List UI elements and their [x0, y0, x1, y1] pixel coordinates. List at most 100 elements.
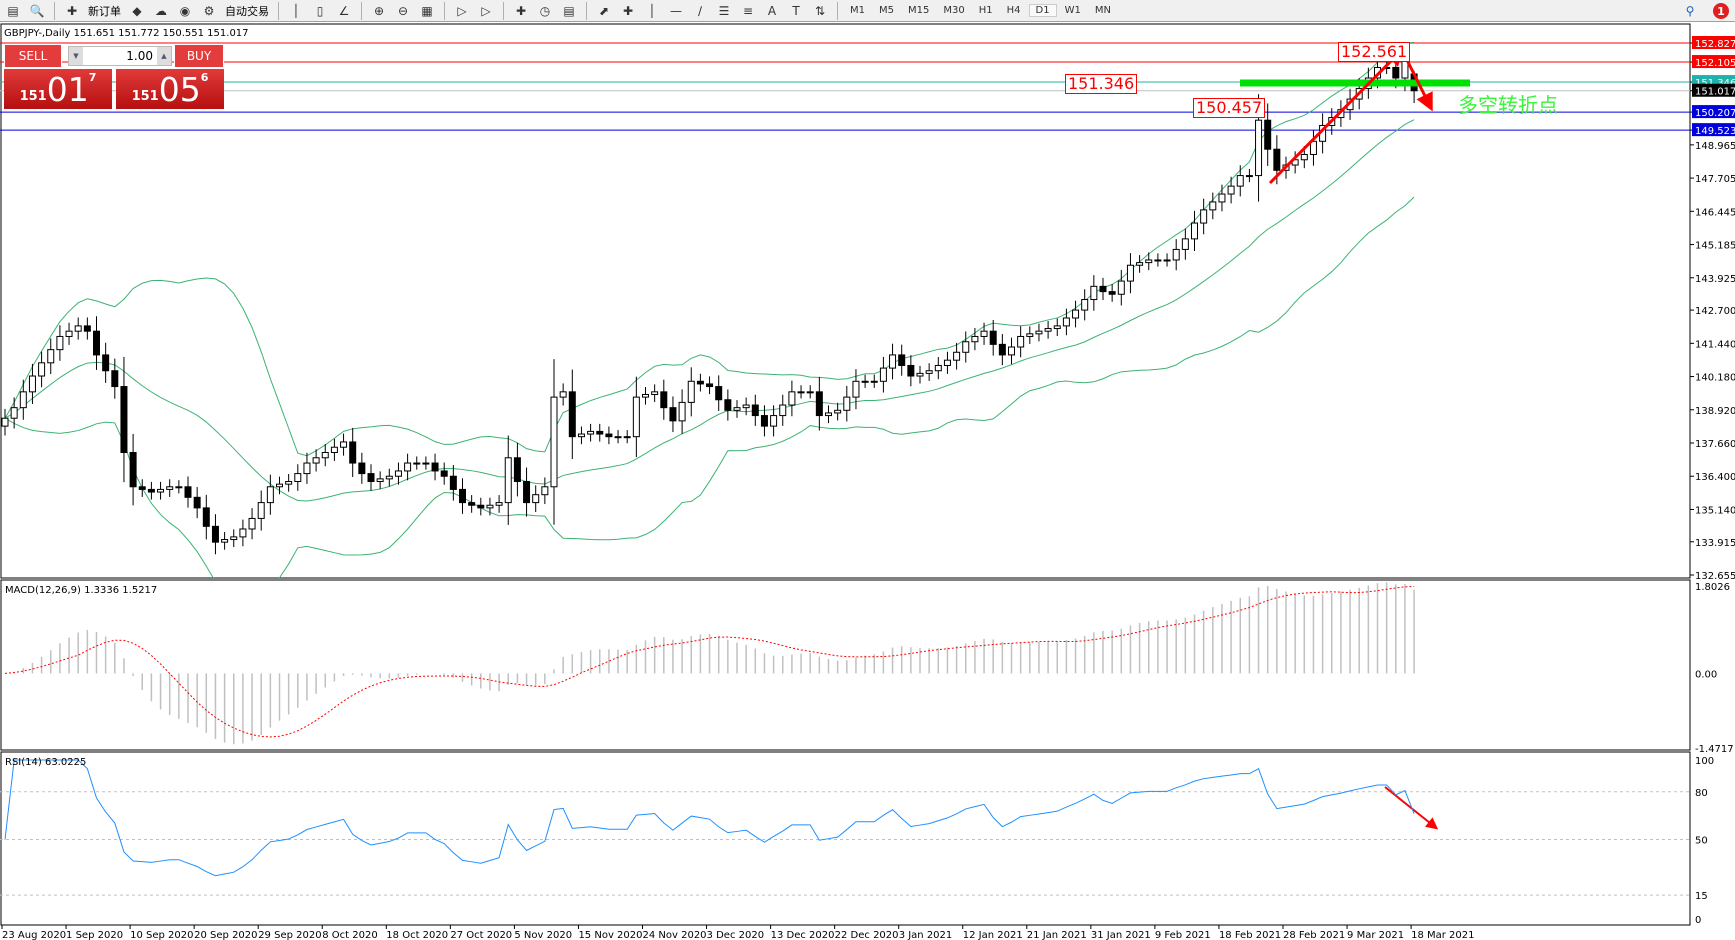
zoom-in-icon[interactable]: ⊕ [373, 3, 385, 18]
candle [1117, 280, 1125, 295]
horizontal-line-icon[interactable]: — [670, 3, 682, 18]
candle [1081, 299, 1089, 311]
market-watch-icon[interactable]: ◆ [132, 3, 142, 18]
chart-shift-icon[interactable]: ▷ [481, 3, 491, 18]
one-click-trading-panel: SELL ▼ 1.00 ▲ BUY 151 01 7 151 05 6 [4, 44, 224, 109]
timeframe-h4[interactable]: H4 [1006, 5, 1021, 16]
auto-trading-icon[interactable]: ⚙ [203, 3, 215, 18]
date-axis-label: 13 Dec 2020 [771, 930, 835, 940]
candle-chart-icon[interactable]: ▯ [316, 3, 324, 18]
text-icon[interactable]: A [767, 3, 777, 18]
candle [495, 502, 503, 506]
pivot-note: 多空转折点 [1458, 93, 1558, 117]
window-icon[interactable]: ▤ [7, 3, 19, 18]
lot-size-input[interactable]: 1.00 [126, 49, 153, 63]
lot-decrease-icon[interactable]: ▼ [69, 47, 83, 65]
fibonacci-icon[interactable]: ≡ [742, 3, 754, 18]
candle [623, 436, 631, 439]
indicators-icon[interactable]: ✚ [515, 3, 527, 18]
candle [1035, 330, 1043, 335]
zoom-window-icon[interactable]: 🔍 [29, 3, 45, 18]
divider [54, 1, 55, 20]
toolbar: ▤ 🔍 ✚ 新订单 ◆ ☁ ◉ ⚙ 自动交易 │ ▯ ∠ ⊕ ⊖ ▦ ▷ ▷ ✚ ◷ ▤ ⬈ ✚ │ — ∕ ☰ ≡ A T ⇅ M1 M5 M… [0, 0, 1735, 22]
date-axis-label: 18 Oct 2020 [386, 930, 448, 940]
date-axis-label: 20 Sep 2020 [194, 930, 257, 940]
vertical-line-icon[interactable]: │ [648, 3, 656, 18]
price-tag [1692, 55, 1735, 69]
date-axis-label: 5 Nov 2020 [514, 930, 572, 940]
bar-chart-icon[interactable]: │ [292, 3, 300, 18]
bollinger-lower [4, 196, 1415, 578]
lot-size-stepper[interactable]: ▼ 1.00 ▲ [68, 46, 172, 66]
navigator-icon[interactable]: ☁ [155, 3, 167, 18]
candle [1008, 346, 1015, 356]
price-axis-label: 138.920 [1695, 406, 1735, 417]
price-chart[interactable]: 152.827152.105151.346151.017150.207149.5… [0, 22, 1735, 940]
macd-axis-label: 0.00 [1695, 669, 1717, 680]
candle [129, 451, 137, 488]
timeframe-m5[interactable]: M5 [879, 5, 894, 16]
auto-trading-button[interactable]: 自动交易 [225, 4, 269, 18]
timeframe-h1[interactable]: H1 [978, 5, 993, 16]
candle [587, 430, 595, 435]
candle [230, 536, 238, 541]
autoscroll-icon[interactable]: ▷ [457, 3, 467, 18]
candle [1108, 291, 1116, 295]
price-label-low[interactable]: 150.457 [1193, 98, 1266, 118]
candle [825, 412, 832, 417]
candle [120, 386, 128, 453]
lot-increase-icon[interactable]: ▲ [157, 47, 171, 65]
candle [38, 362, 46, 377]
candle [157, 488, 165, 493]
candle [56, 335, 64, 351]
fibonacci-fan-icon[interactable]: ☰ [718, 3, 730, 18]
candle [1099, 285, 1107, 293]
arrows-icon[interactable]: ⇅ [814, 3, 826, 18]
candle [632, 396, 640, 438]
price-axis-label: 136.400 [1695, 472, 1735, 483]
templates-icon[interactable]: ▤ [563, 3, 575, 18]
signals-icon[interactable]: ◉ [179, 3, 191, 18]
candle [660, 391, 668, 409]
sell-price-pip: 7 [88, 71, 97, 84]
candle [651, 391, 659, 395]
date-axis-label: 18 Feb 2021 [1219, 930, 1281, 940]
price-axis-label: 137.660 [1695, 439, 1735, 450]
candle [678, 401, 686, 422]
timeframe-m1[interactable]: M1 [850, 5, 865, 16]
search-icon[interactable]: ⚲ [1685, 4, 1695, 18]
date-axis-label: 31 Jan 2021 [1091, 930, 1151, 940]
sell-price-prefix: 151 [19, 89, 47, 104]
new-order-icon[interactable]: ✚ [66, 3, 78, 18]
price-axis-label: 140.180 [1695, 373, 1735, 384]
crosshair-icon[interactable]: ✚ [622, 3, 634, 18]
timeframe-mn[interactable]: MN [1094, 5, 1111, 16]
candle [102, 354, 110, 372]
price-label-high[interactable]: 152.561 [1338, 42, 1411, 62]
candle [440, 470, 448, 477]
timeframe-m30[interactable]: M30 [943, 5, 965, 16]
buy-price[interactable]: 151 05 6 [116, 69, 224, 109]
timeframe-w1[interactable]: W1 [1064, 5, 1081, 16]
trendline-icon[interactable]: ∕ [697, 3, 703, 18]
candle [147, 488, 155, 493]
periods-icon[interactable]: ◷ [539, 3, 551, 18]
price-label-mid[interactable]: 151.346 [1065, 74, 1138, 94]
candle [184, 486, 192, 498]
buy-button[interactable]: BUY [174, 44, 224, 68]
new-order-button[interactable]: 新订单 [88, 4, 121, 18]
timeframe-d1[interactable]: D1 [1028, 4, 1057, 17]
candle [477, 504, 485, 509]
notification-badge[interactable]: 1 [1713, 3, 1729, 19]
sell-button[interactable]: SELL [4, 44, 62, 68]
candle [1072, 309, 1080, 319]
date-axis-label: 15 Nov 2020 [578, 930, 642, 940]
candle [815, 391, 823, 417]
cursor-icon[interactable]: ⬈ [598, 3, 610, 18]
timeframe-m15[interactable]: M15 [908, 5, 930, 16]
zoom-out-icon[interactable]: ⊖ [397, 3, 409, 18]
sell-price[interactable]: 151 01 7 [4, 69, 112, 109]
text-label-icon[interactable]: T [792, 3, 800, 18]
tile-windows-icon[interactable]: ▦ [421, 3, 433, 18]
line-chart-icon[interactable]: ∠ [338, 3, 350, 18]
